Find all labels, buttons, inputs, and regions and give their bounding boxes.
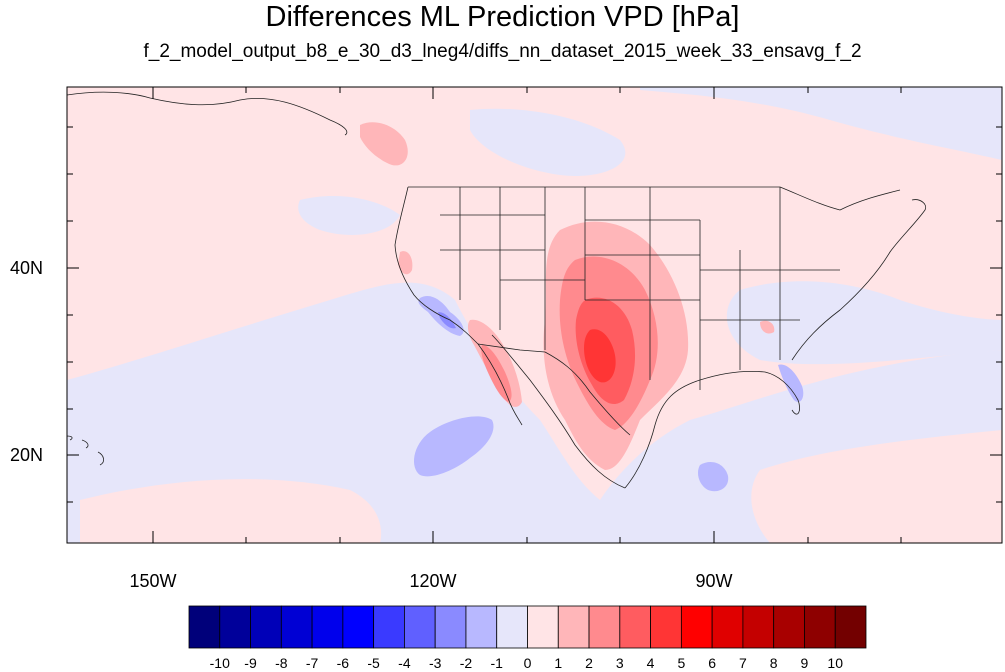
alaska-coast <box>66 91 348 136</box>
field-positive-region <box>751 430 1002 543</box>
field-negative-region <box>726 281 1002 365</box>
left-ticks <box>67 126 79 503</box>
field-blue-blob <box>697 462 729 492</box>
top-ticks <box>152 87 902 99</box>
axis-ticks <box>67 87 1002 543</box>
colorbar-tick-label: 7 <box>739 655 747 671</box>
colorbar-swatch <box>773 605 805 649</box>
colorbar-swatch <box>465 605 498 649</box>
right-ticks <box>990 126 1002 503</box>
mexico-coast <box>491 334 626 489</box>
colorbar-tick-label: -10 <box>209 655 230 671</box>
baja-coast <box>477 343 523 426</box>
field-red-region <box>398 251 413 275</box>
field-red-region <box>584 329 616 383</box>
colorbar-swatch <box>342 605 375 649</box>
lat-label-20n: 20N <box>10 445 44 465</box>
field-red-region <box>760 320 775 334</box>
colorbar-swatch <box>404 605 436 649</box>
field-layer <box>67 87 1002 543</box>
us-mexico-border <box>477 343 631 436</box>
canada-border <box>408 186 901 211</box>
colorbar-tick-label: -4 <box>398 655 411 671</box>
boundaries-layer <box>66 91 927 489</box>
colorbar-swatch <box>742 605 775 649</box>
colorbar-tick-label: 4 <box>646 655 655 671</box>
lon-label-90w: 90W <box>695 571 733 591</box>
us-west-coast <box>394 186 479 345</box>
colorbar-tick-label: 6 <box>708 655 717 671</box>
colorbar-swatch <box>711 605 744 649</box>
plot-title: Differences ML Prediction VPD [hPa] <box>265 1 740 33</box>
colorbar-tick-label: -2 <box>459 655 473 671</box>
colorbar-swatch <box>434 605 467 649</box>
lon-label-150w: 150W <box>129 571 177 591</box>
field-negative-region <box>640 87 1002 160</box>
colorbar-swatch <box>557 605 590 649</box>
field-blue-blob <box>778 364 804 403</box>
hawaii-islands <box>66 435 104 466</box>
colorbar-swatch <box>280 605 313 649</box>
colorbar-tick-label: 2 <box>585 655 593 671</box>
colorbar-tick-label: -9 <box>244 655 257 671</box>
colorbar-swatch <box>527 605 559 649</box>
colorbar-tick-label: -7 <box>305 655 319 671</box>
colorbar-tick-label: -3 <box>428 655 442 671</box>
colorbar-tick-label: -8 <box>275 655 288 671</box>
colorbar-swatch <box>188 605 221 649</box>
bottom-ticks <box>152 531 902 543</box>
lon-label-120w: 120W <box>409 571 457 591</box>
colorbar-tick-label: 5 <box>677 655 686 671</box>
colorbar-swatch <box>250 605 282 649</box>
colorbar-swatch <box>680 605 713 649</box>
field-positive-region <box>80 479 382 543</box>
atlantic-coast <box>791 199 927 361</box>
colorbar-swatch <box>588 605 621 649</box>
field-red-region <box>360 122 408 166</box>
colorbar-tick-label: 3 <box>615 655 624 671</box>
colorbar-tick-label: -6 <box>336 655 350 671</box>
field-negative-region <box>298 195 400 235</box>
colorbar-swatch <box>804 605 836 649</box>
gulf-coast <box>624 370 800 489</box>
colorbar-tick-label: 1 <box>554 655 563 671</box>
colorbar-tick-label: 10 <box>827 655 843 671</box>
colorbar-swatch <box>650 605 682 649</box>
colorbar-swatch <box>373 605 405 649</box>
field-negative-region <box>470 108 626 176</box>
colorbar-tick-label: 9 <box>800 655 809 671</box>
field-blue-blob <box>414 416 494 477</box>
colorbar-swatch <box>311 605 344 649</box>
colorbar-tick-label: 8 <box>769 655 778 671</box>
lat-label-40n: 40N <box>10 258 44 278</box>
plot-subtitle: f_2_model_output_b8_e_30_d3_lneg4/diffs_… <box>143 41 862 62</box>
colorbar-tick-label: -1 <box>490 655 503 671</box>
colorbar-tick-label: 0 <box>523 655 532 671</box>
colorbar-swatch <box>619 605 651 649</box>
colorbar-swatch <box>834 605 867 649</box>
state-lines <box>440 187 840 390</box>
colorbar-tick-label: -5 <box>367 655 380 671</box>
colorbar-swatch <box>496 605 528 649</box>
colorbar-swatch <box>219 605 251 649</box>
